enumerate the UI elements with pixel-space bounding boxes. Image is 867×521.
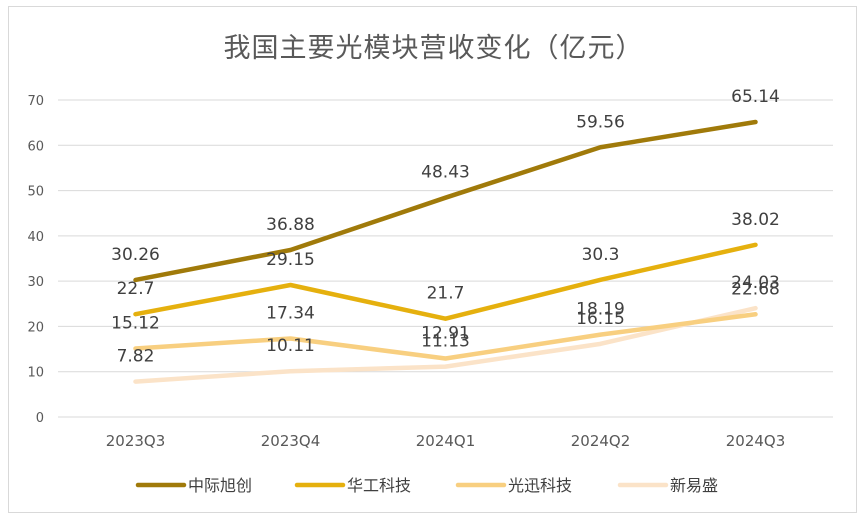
data-label: 16.15 — [576, 309, 625, 329]
data-label: 18.19 — [576, 300, 625, 320]
data-label: 36.88 — [266, 215, 315, 235]
data-label: 59.56 — [576, 112, 625, 132]
y-tick-label: 20 — [27, 320, 44, 335]
series-line — [133, 312, 758, 361]
data-label: 10.11 — [266, 336, 315, 356]
data-label: 7.82 — [117, 347, 155, 367]
data-label: 21.7 — [427, 284, 465, 304]
series-line — [133, 119, 758, 283]
chart-frame — [8, 6, 857, 513]
series-line — [133, 305, 758, 384]
data-label: 30.3 — [582, 245, 620, 265]
data-label: 30.26 — [111, 245, 160, 265]
y-tick-label: 0 — [36, 411, 44, 426]
y-tick-label: 70 — [27, 94, 44, 109]
data-label: 22.68 — [731, 279, 780, 299]
gridlines — [58, 99, 833, 418]
data-label: 15.12 — [111, 314, 160, 334]
legend-label: 光迅科技 — [508, 476, 572, 495]
x-tick-label: 2023Q4 — [261, 432, 321, 450]
y-tick-label: 40 — [27, 230, 44, 245]
y-tick-label: 60 — [27, 139, 44, 154]
y-tick-label: 10 — [27, 366, 44, 381]
data-label: 24.03 — [731, 273, 780, 293]
data-label: 38.02 — [731, 210, 780, 230]
legend-label: 中际旭创 — [188, 476, 252, 495]
legend: 中际旭创 华工科技 光迅科技 新易盛 — [135, 476, 718, 495]
data-label: 48.43 — [421, 163, 470, 183]
data-labels: 30.26 36.88 48.43 59.56 65.14 22.7 29.15 21.7 30… — [111, 87, 780, 367]
legend-label: 新易盛 — [670, 476, 718, 495]
y-tick-label: 30 — [27, 275, 44, 290]
data-label: 29.15 — [266, 250, 315, 270]
series-lines — [133, 119, 758, 384]
data-label: 65.14 — [731, 87, 780, 107]
chart-title: 我国主要光模块营收变化（亿元） — [223, 33, 644, 64]
y-tick-label: 50 — [27, 185, 44, 200]
data-label: 12.91 — [421, 324, 470, 344]
x-axis: 2023Q3 2023Q4 2024Q1 2024Q2 2024Q3 — [106, 432, 786, 450]
x-tick-label: 2024Q2 — [571, 432, 631, 450]
legend-label: 华工科技 — [347, 476, 411, 495]
series-line — [133, 242, 758, 321]
data-label: 11.13 — [421, 332, 470, 352]
x-tick-label: 2024Q3 — [726, 432, 786, 450]
y-axis: 0 10 20 30 40 50 60 70 — [27, 94, 44, 426]
data-label: 22.7 — [117, 279, 155, 299]
x-tick-label: 2024Q1 — [416, 432, 476, 450]
data-label: 17.34 — [266, 303, 315, 323]
x-tick-label: 2023Q3 — [106, 432, 166, 450]
